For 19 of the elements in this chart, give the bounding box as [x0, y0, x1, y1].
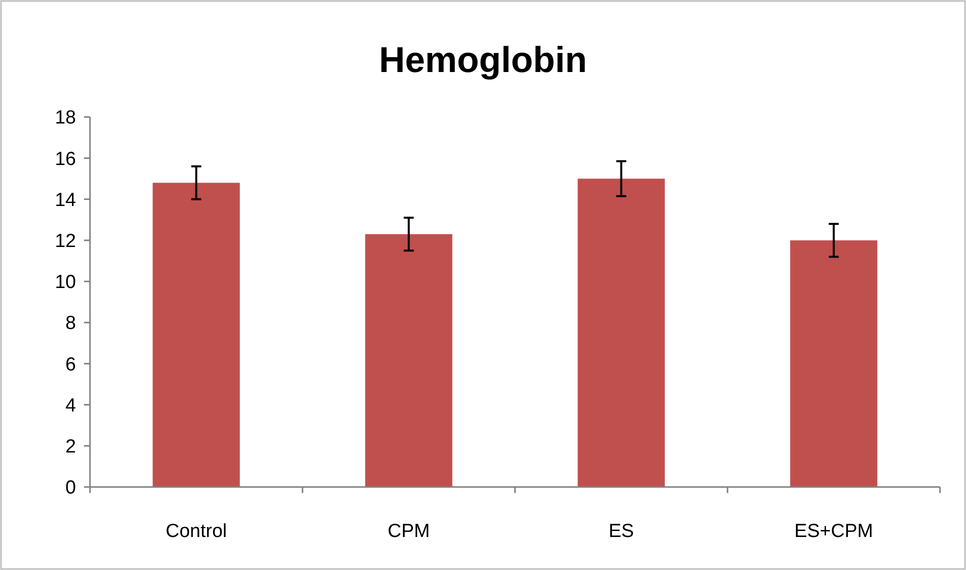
y-tick-label: 8: [65, 313, 76, 334]
y-tick-label: 18: [54, 108, 76, 129]
y-tick-label: 0: [65, 478, 76, 499]
y-tick-label: 4: [65, 395, 76, 416]
x-tick-label: ES: [608, 521, 634, 542]
bar: [578, 178, 665, 487]
x-tick-label: CPM: [388, 521, 430, 542]
y-tick-label: 14: [54, 190, 76, 211]
y-tick-label: 10: [54, 272, 76, 294]
bar: [365, 234, 452, 487]
y-tick-label: 16: [54, 148, 76, 170]
y-tick-label: 12: [54, 230, 76, 252]
chart-title: Hemoglobin: [379, 39, 587, 80]
y-tick-label: 2: [65, 436, 76, 458]
y-tick-label: 6: [65, 354, 76, 376]
x-tick-label: ES+CPM: [794, 521, 874, 542]
bar: [790, 240, 878, 487]
bar: [152, 182, 240, 487]
x-tick-label: Control: [166, 521, 227, 542]
